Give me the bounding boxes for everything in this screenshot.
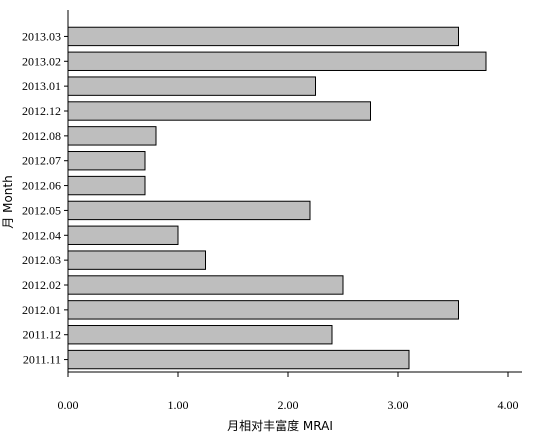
bar-2012.06	[67, 175, 146, 196]
x-axis-ticks: 0.00 1.00 2.00 3.00 4.00	[58, 372, 519, 412]
bar-2013.02	[67, 51, 487, 71]
bar-2012.02	[67, 275, 344, 295]
bar-2012.12	[67, 101, 371, 121]
bar-2012.07	[67, 151, 146, 171]
y-tick-label: 2013.01	[22, 79, 61, 93]
y-axis-title: 月 Month	[1, 175, 15, 228]
bar-2012.04	[67, 225, 179, 245]
x-tick-label: 0.00	[58, 398, 79, 412]
y-tick-label: 2012.06	[22, 179, 61, 193]
y-tick-label: 2012.02	[22, 278, 61, 292]
x-axis-title: 月相对丰富度 MRAI	[227, 418, 333, 433]
y-tick-label: 2012.01	[22, 303, 61, 317]
x-tick-label: 3.00	[388, 398, 409, 412]
bar-2013.01	[67, 76, 316, 96]
bar-2012.03	[67, 250, 206, 270]
y-tick-label: 2012.05	[22, 203, 61, 217]
bars-group	[67, 26, 487, 370]
y-tick-label: 2012.04	[22, 228, 61, 242]
y-tick-label: 2011.11	[23, 353, 61, 367]
y-tick-label: 2011.12	[22, 328, 61, 342]
x-tick-label: 2.00	[278, 398, 299, 412]
bar-2013.03	[67, 26, 459, 47]
bar-2012.05	[67, 200, 311, 221]
bar-2012.08	[67, 126, 157, 146]
y-tick-label: 2012.03	[22, 253, 61, 267]
bar-2011.11	[67, 349, 410, 370]
x-tick-label: 4.00	[498, 398, 519, 412]
y-tick-label: 2012.12	[22, 104, 61, 118]
bar-2012.01	[67, 300, 459, 320]
y-tick-label: 2013.03	[22, 29, 61, 43]
y-tick-label: 2012.07	[22, 154, 61, 168]
y-axis-ticks: 2013.03 2013.02 2013.01 2012.12 2012.08 2012.…	[22, 29, 68, 367]
x-tick-label: 1.00	[168, 398, 189, 412]
y-tick-label: 2012.08	[22, 129, 61, 143]
bar-2011.12	[67, 325, 333, 345]
y-tick-label: 2013.02	[22, 54, 61, 68]
